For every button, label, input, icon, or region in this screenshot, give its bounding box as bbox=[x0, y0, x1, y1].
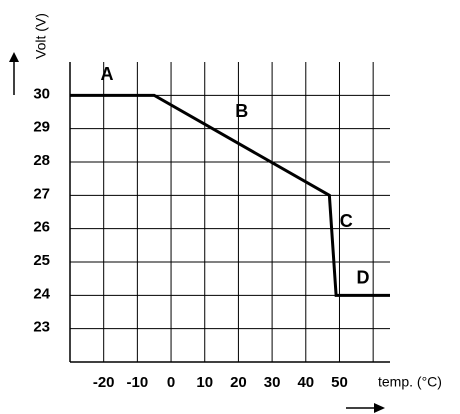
annotation: D bbox=[357, 267, 370, 287]
annotation: A bbox=[101, 64, 114, 84]
x-axis-label: temp. (°C) bbox=[378, 374, 442, 390]
y-tick-label: 28 bbox=[33, 152, 50, 169]
x-tick-label: 10 bbox=[196, 374, 213, 391]
x-tick-label: 40 bbox=[297, 374, 314, 391]
y-arrow-head bbox=[9, 52, 19, 62]
line bbox=[70, 93, 390, 297]
x-tick-label: 20 bbox=[230, 374, 247, 391]
x-tick-label: 30 bbox=[264, 374, 281, 391]
annotation: B bbox=[235, 101, 248, 121]
x-tick-label: -10 bbox=[127, 374, 149, 391]
y-tick-label: 23 bbox=[33, 319, 50, 336]
x-tick-label: 0 bbox=[167, 374, 175, 391]
x-tick-label: -20 bbox=[93, 374, 115, 391]
x-arrow-head bbox=[374, 403, 385, 413]
y-axis-label: Volt (V) bbox=[33, 13, 49, 59]
annotation: C bbox=[340, 211, 353, 231]
y-tick-label: 30 bbox=[33, 85, 50, 102]
y-tick-label: 27 bbox=[33, 185, 50, 202]
x-tick-label: 50 bbox=[331, 374, 348, 391]
y-tick-label: 29 bbox=[33, 119, 50, 136]
y-tick-label: 26 bbox=[33, 219, 50, 236]
y-tick-label: 24 bbox=[33, 285, 50, 302]
y-tick-label: 25 bbox=[33, 252, 50, 269]
